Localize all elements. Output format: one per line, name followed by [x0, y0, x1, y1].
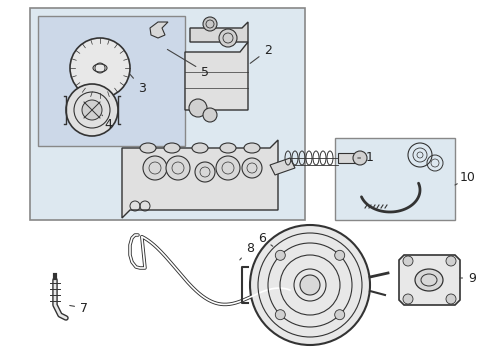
- Text: 4: 4: [102, 115, 112, 131]
- Circle shape: [445, 294, 455, 304]
- Circle shape: [189, 99, 206, 117]
- Ellipse shape: [163, 143, 180, 153]
- Text: 6: 6: [258, 231, 272, 246]
- Circle shape: [242, 158, 262, 178]
- Circle shape: [275, 250, 285, 260]
- Circle shape: [82, 100, 102, 120]
- Text: 2: 2: [250, 44, 271, 63]
- Circle shape: [165, 156, 190, 180]
- Polygon shape: [150, 22, 168, 38]
- Ellipse shape: [220, 143, 236, 153]
- Circle shape: [402, 294, 412, 304]
- Text: 10: 10: [454, 171, 475, 185]
- Bar: [334, 138, 454, 220]
- Circle shape: [219, 29, 237, 47]
- Circle shape: [275, 310, 285, 320]
- Polygon shape: [122, 140, 278, 218]
- Text: 8: 8: [239, 242, 253, 260]
- Circle shape: [203, 17, 217, 31]
- Circle shape: [352, 151, 366, 165]
- Text: 3: 3: [130, 74, 145, 94]
- Circle shape: [334, 250, 344, 260]
- Circle shape: [216, 156, 240, 180]
- Bar: [337, 153, 355, 163]
- Circle shape: [249, 225, 369, 345]
- Bar: [30, 8, 305, 220]
- Polygon shape: [398, 255, 459, 305]
- Ellipse shape: [192, 143, 207, 153]
- Polygon shape: [190, 22, 247, 42]
- Text: 9: 9: [459, 271, 475, 284]
- Circle shape: [203, 108, 217, 122]
- Circle shape: [299, 275, 319, 295]
- Polygon shape: [269, 158, 294, 175]
- Circle shape: [195, 162, 215, 182]
- Text: 5: 5: [167, 49, 208, 78]
- Text: 7: 7: [70, 301, 88, 315]
- Circle shape: [334, 310, 344, 320]
- Circle shape: [142, 156, 167, 180]
- Circle shape: [66, 84, 118, 136]
- Text: 1: 1: [357, 152, 373, 165]
- Ellipse shape: [414, 269, 442, 291]
- Circle shape: [402, 256, 412, 266]
- Polygon shape: [184, 42, 247, 110]
- Ellipse shape: [244, 143, 260, 153]
- Circle shape: [445, 256, 455, 266]
- Circle shape: [70, 38, 130, 98]
- Bar: [38, 16, 184, 146]
- Ellipse shape: [140, 143, 156, 153]
